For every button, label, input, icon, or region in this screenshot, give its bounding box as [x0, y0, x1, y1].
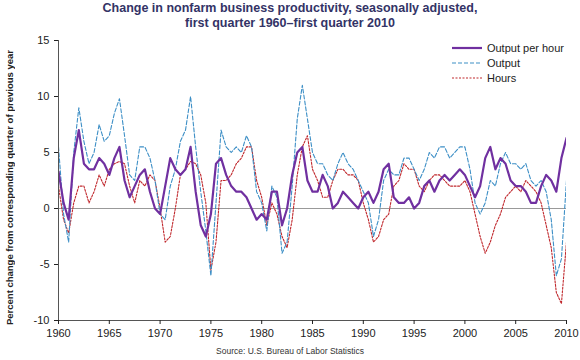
svg-text:1970: 1970 [148, 327, 172, 339]
svg-text:1990: 1990 [351, 327, 375, 339]
html-text:Hours: Hours [486, 71, 517, 84]
svg-text:1960: 1960 [46, 327, 70, 339]
svg-text:5: 5 [43, 146, 49, 158]
svg-text:2005: 2005 [503, 327, 527, 339]
svg-text:-5: -5 [40, 258, 50, 270]
svg-text:15: 15 [37, 34, 49, 46]
html-text:Percent change from correspond: Percent change from corresponding quarte… [3, 50, 15, 326]
svg-text:-10: -10 [34, 314, 50, 326]
svg-text:1995: 1995 [402, 327, 426, 339]
svg-text:1975: 1975 [199, 327, 223, 339]
svg-text:10: 10 [37, 90, 49, 102]
svg-text:2010: 2010 [554, 327, 578, 339]
html-text:Output: Output [486, 56, 520, 69]
html-text:Output per hour: Output per hour [486, 41, 564, 54]
svg-text:1980: 1980 [249, 327, 273, 339]
svg-text:1965: 1965 [97, 327, 121, 339]
svg-text:0: 0 [43, 202, 49, 214]
svg-text:2000: 2000 [453, 327, 477, 339]
html-text:Source: U.S. Bureau of Labor S: Source: U.S. Bureau of Labor Statistics [216, 346, 364, 356]
svg-text:1985: 1985 [300, 327, 324, 339]
html-text:Change in nonfarm business pro: Change in nonfarm business productivity,… [102, 1, 478, 30]
